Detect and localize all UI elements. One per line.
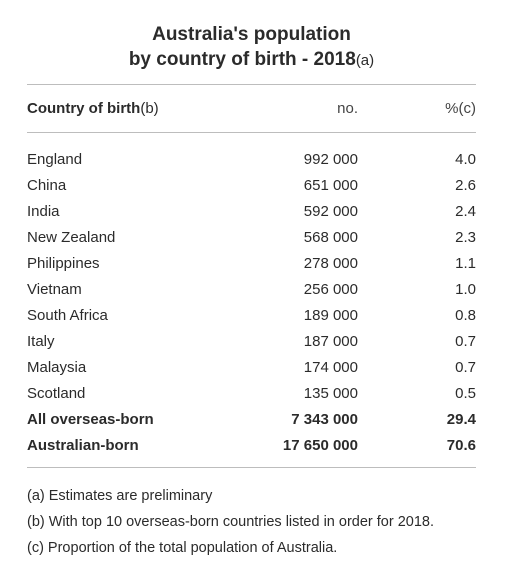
title-line-2: by country of birth - 2018(a) [27,47,476,73]
number-cell: 651 000 [303,176,358,194]
title-footnote-ref: (a) [355,52,375,69]
country-cell: Malaysia [27,358,87,376]
header-percent: %(c) [445,100,476,117]
header-country-footnote-ref: (b) [140,100,159,117]
top-divider [27,84,476,85]
number-cell: 7 343 000 [291,410,358,428]
percent-cell: 29.4 [446,410,476,428]
country-cell: Scotland [27,384,86,402]
table-title: Australia's population by country of bir… [27,22,476,73]
table-row: Vietnam 256 000 1.0 [27,276,476,302]
table-row: India 592 000 2.4 [27,198,476,224]
country-cell: Vietnam [27,280,82,298]
country-cell: New Zealand [27,228,116,246]
title-line-2-text: by country of birth - 2018 [128,49,356,70]
number-cell: 174 000 [303,358,358,376]
percent-cell: 0.7 [455,358,476,376]
percent-cell: 2.3 [455,228,476,246]
table-header: Country of birth(b) no. %(c) [27,85,476,132]
percent-cell: 0.8 [455,306,476,324]
bottom-divider [27,467,476,468]
footnote-b: (b) With top 10 overseas-born countries … [27,514,435,530]
country-cell: South Africa [27,306,108,324]
header-number: no. [337,100,358,117]
number-cell: 992 000 [303,150,358,168]
country-cell: Philippines [27,254,100,272]
table-row: Malaysia 174 000 0.7 [27,354,476,380]
percent-cell: 1.1 [455,254,476,272]
number-cell: 568 000 [303,228,358,246]
footnotes: (a) Estimates are preliminary (b) With t… [27,468,476,561]
header-divider [27,132,476,133]
percent-cell: 1.0 [455,280,476,298]
number-cell: 17 650 000 [282,436,358,454]
number-cell: 256 000 [303,280,358,298]
table-row: China 651 000 2.6 [27,172,476,198]
table-row: New Zealand 568 000 2.3 [27,224,476,250]
percent-cell: 0.7 [455,332,476,350]
number-cell: 189 000 [303,306,358,324]
table-body: England 992 000 4.0 China 651 000 2.6 In… [27,133,476,467]
footnote-c: (c) Proportion of the total population o… [27,540,338,556]
percent-cell: 0.5 [455,384,476,402]
number-cell: 187 000 [303,332,358,350]
country-cell: Italy [27,332,55,350]
country-cell: China [27,176,67,194]
percent-cell: 2.6 [455,176,476,194]
title-line-1: Australia's population [152,24,351,45]
table-row: South Africa 189 000 0.8 [27,302,476,328]
table-row: England 992 000 4.0 [27,146,476,172]
total-row-overseas: All overseas-born 7 343 000 29.4 [27,406,476,432]
header-country-label: Country of birth [27,100,141,117]
table-row: Philippines 278 000 1.1 [27,250,476,276]
number-cell: 592 000 [303,202,358,220]
percent-cell: 4.0 [455,150,476,168]
country-cell: England [27,150,83,168]
country-cell: India [27,202,60,220]
total-row-australian: Australian-born 17 650 000 70.6 [27,432,476,458]
country-cell: All overseas-born [27,410,154,428]
footnote-a: (a) Estimates are preliminary [27,488,213,504]
percent-cell: 2.4 [455,202,476,220]
percent-cell: 70.6 [446,436,476,454]
table-row: Italy 187 000 0.7 [27,328,476,354]
population-table-card: Australia's population by country of bir… [27,0,476,561]
table-row: Scotland 135 000 0.5 [27,380,476,406]
number-cell: 278 000 [303,254,358,272]
number-cell: 135 000 [303,384,358,402]
header-country: Country of birth(b) [27,100,238,117]
country-cell: Australian-born [27,436,139,454]
